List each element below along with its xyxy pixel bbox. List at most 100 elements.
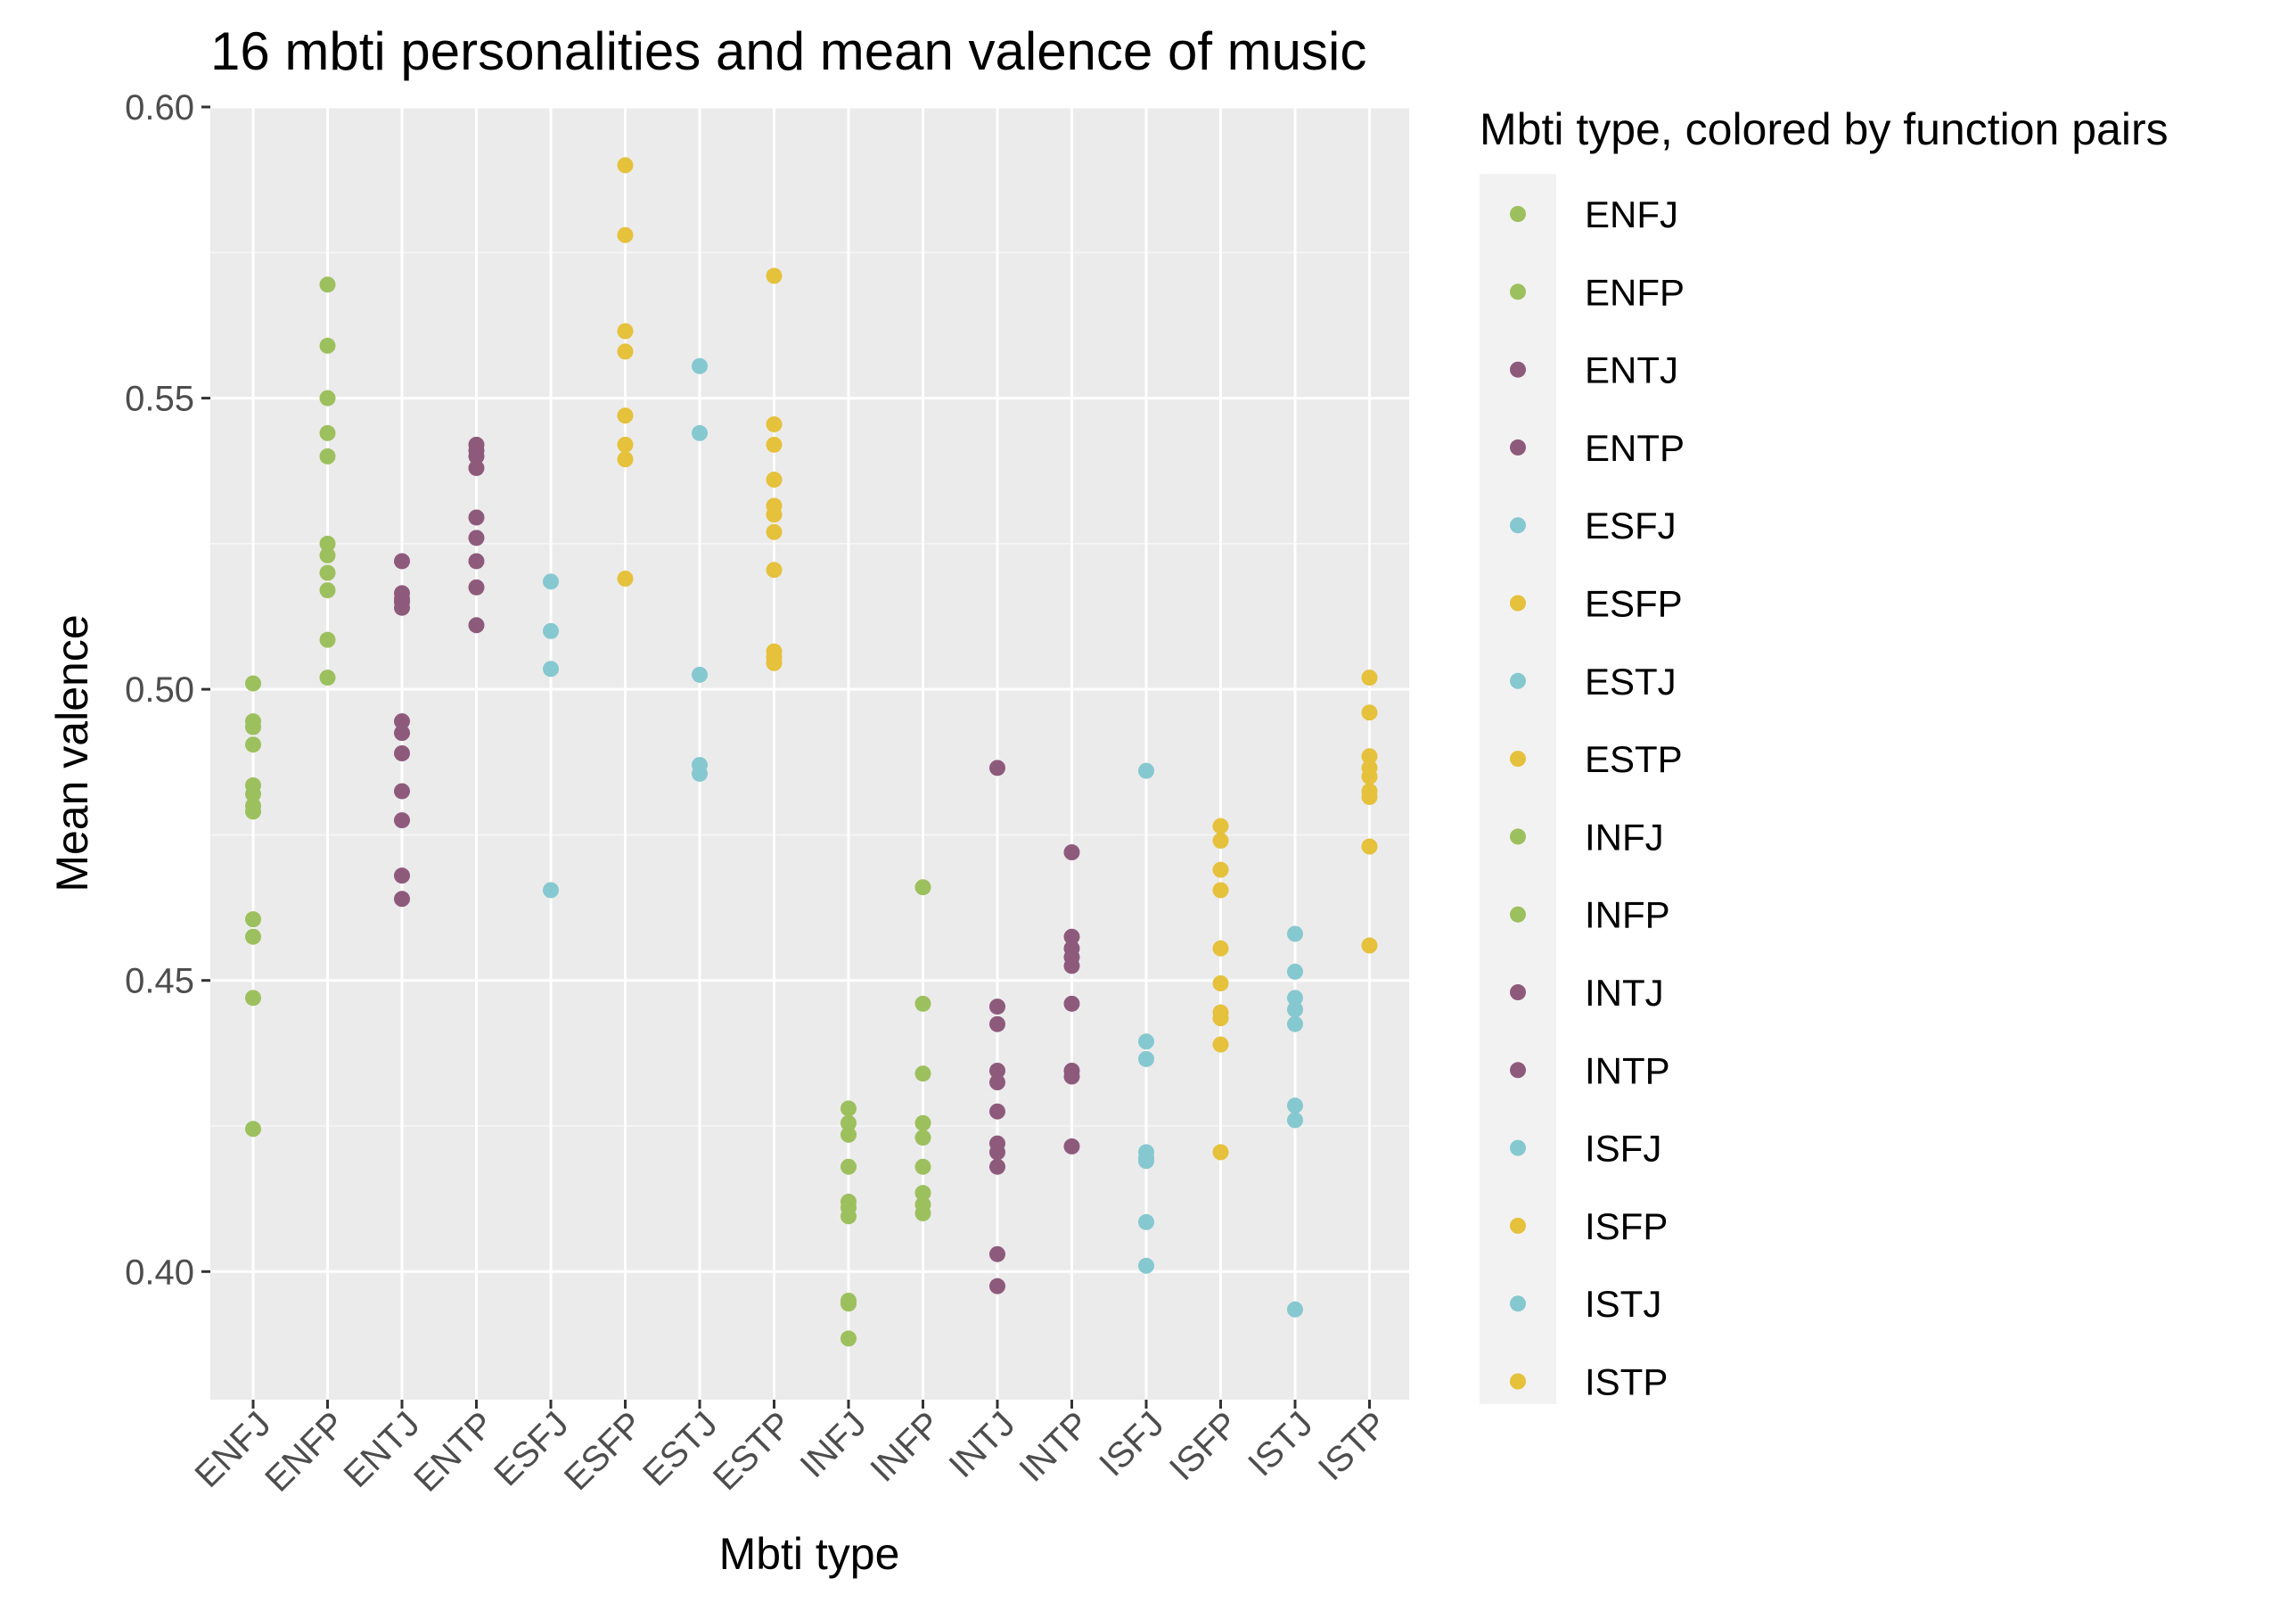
x-tick-label: ISFP bbox=[1162, 1404, 1246, 1488]
data-point-estj bbox=[692, 666, 708, 683]
legend-label-entj: ENTJ bbox=[1585, 349, 1678, 391]
legend: ENFJ ENFP ENTJ ENTP ESFJ ESFP ESTJ ESTP INFJ INFP… bbox=[1510, 193, 1685, 1403]
data-point-istj bbox=[1287, 1001, 1303, 1018]
data-point-entj bbox=[394, 713, 410, 730]
x-tick-label: ISTJ bbox=[1241, 1404, 1320, 1483]
data-point-entj bbox=[394, 599, 410, 616]
x-tick-label: INFJ bbox=[793, 1404, 874, 1485]
data-point-estp bbox=[766, 415, 783, 432]
legend-key-istp bbox=[1510, 1373, 1526, 1390]
data-point-istp bbox=[1361, 748, 1378, 765]
data-point-enfp bbox=[319, 564, 336, 581]
legend-key-esfp bbox=[1510, 595, 1526, 612]
legend-key-enfj bbox=[1510, 206, 1526, 222]
data-point-entj bbox=[394, 725, 410, 742]
data-point-entp bbox=[468, 617, 485, 634]
data-point-enfp bbox=[319, 582, 336, 599]
data-point-enfj bbox=[245, 990, 261, 1007]
legend-label-infp: INFP bbox=[1585, 894, 1670, 936]
data-point-isfj bbox=[1138, 1050, 1154, 1067]
data-point-infp bbox=[914, 1114, 931, 1131]
chart-title: 16 mbti personalities and mean valence o… bbox=[210, 21, 1366, 81]
data-point-intj bbox=[989, 1278, 1005, 1294]
x-tick-label: ESTJ bbox=[636, 1404, 725, 1493]
x-tick-label: ESTP bbox=[706, 1404, 800, 1498]
legend-label-esfp: ESFP bbox=[1585, 583, 1683, 625]
data-point-isfp bbox=[1212, 1036, 1229, 1053]
data-point-istj bbox=[1287, 1015, 1303, 1032]
data-point-entp bbox=[468, 448, 485, 464]
data-point-esfj bbox=[543, 622, 559, 639]
data-point-infp bbox=[914, 1130, 931, 1146]
data-point-istp bbox=[1361, 670, 1378, 686]
data-point-intj bbox=[989, 1245, 1005, 1262]
x-tick-label: ENTP bbox=[406, 1404, 502, 1500]
data-point-enfp bbox=[319, 670, 336, 686]
data-point-infj bbox=[840, 1100, 857, 1117]
x-axis-ticks: ENFJENFPENTJENTPESFJESFPESTJESTPINFJINFP… bbox=[188, 1400, 1395, 1500]
data-point-infj bbox=[840, 1158, 857, 1175]
x-tick-label: INTP bbox=[1012, 1404, 1097, 1490]
data-point-estp bbox=[766, 654, 783, 671]
data-point-isfp bbox=[1212, 940, 1229, 957]
legend-label-enfp: ENFP bbox=[1585, 271, 1685, 313]
x-axis-title: Mbti type bbox=[719, 1529, 900, 1579]
data-point-istp bbox=[1361, 937, 1378, 954]
legend-label-intp: INTP bbox=[1585, 1049, 1670, 1091]
legend-key-infp bbox=[1510, 906, 1526, 923]
data-point-isfp bbox=[1212, 818, 1229, 834]
legend-key-enfp bbox=[1510, 284, 1526, 300]
data-point-esfp bbox=[617, 451, 634, 468]
data-point-infp bbox=[914, 1204, 931, 1221]
data-point-infp bbox=[914, 879, 931, 896]
data-point-enfp bbox=[319, 547, 336, 563]
data-point-enfp bbox=[319, 276, 336, 293]
data-point-entj bbox=[394, 812, 410, 829]
data-point-istj bbox=[1287, 1112, 1303, 1129]
legend-label-intj: INTJ bbox=[1585, 972, 1664, 1014]
data-point-intp bbox=[1063, 928, 1080, 945]
data-point-intj bbox=[989, 1103, 1005, 1120]
legend-key-istj bbox=[1510, 1295, 1526, 1312]
data-point-isfj bbox=[1138, 1213, 1154, 1230]
data-point-enfj bbox=[245, 719, 261, 736]
data-point-estj bbox=[692, 765, 708, 782]
data-point-entj bbox=[394, 745, 410, 761]
data-point-intj bbox=[989, 999, 1005, 1015]
data-point-istp bbox=[1361, 838, 1378, 855]
data-point-entj bbox=[394, 553, 410, 570]
data-point-enfp bbox=[319, 631, 336, 648]
data-point-entp bbox=[468, 530, 485, 547]
legend-label-enfj: ENFJ bbox=[1585, 193, 1678, 235]
data-point-isfp bbox=[1212, 882, 1229, 899]
data-point-enfj bbox=[245, 911, 261, 928]
data-point-enfp bbox=[319, 424, 336, 441]
y-axis-title: Mean valence bbox=[47, 614, 97, 892]
legend-key-intj bbox=[1510, 984, 1526, 1000]
data-points bbox=[245, 157, 1378, 1347]
data-point-infj bbox=[840, 1295, 857, 1312]
y-tick-label: 0.50 bbox=[125, 670, 194, 710]
data-point-isfp bbox=[1212, 974, 1229, 991]
data-point-estp bbox=[766, 506, 783, 523]
plot-panel bbox=[210, 107, 1409, 1400]
data-point-intj bbox=[989, 1062, 1005, 1079]
data-point-intj bbox=[989, 1158, 1005, 1175]
data-point-istp bbox=[1361, 788, 1378, 805]
data-point-esfp bbox=[617, 323, 634, 340]
data-point-enfj bbox=[245, 675, 261, 692]
legend-label-esfj: ESFJ bbox=[1585, 505, 1677, 547]
x-tick-label: ESFJ bbox=[487, 1404, 576, 1493]
data-point-entp bbox=[468, 459, 485, 476]
legend-label-istj: ISTJ bbox=[1585, 1283, 1661, 1325]
data-point-estp bbox=[766, 436, 783, 453]
x-tick-label: INFP bbox=[863, 1404, 948, 1490]
data-point-intj bbox=[989, 760, 1005, 777]
data-point-istp bbox=[1361, 768, 1378, 785]
data-point-esfp bbox=[617, 226, 634, 243]
legend-key-isfp bbox=[1510, 1217, 1526, 1234]
legend-label-estp: ESTP bbox=[1585, 738, 1683, 780]
data-point-estj bbox=[692, 357, 708, 374]
data-point-estp bbox=[766, 472, 783, 489]
data-point-enfp bbox=[319, 390, 336, 407]
